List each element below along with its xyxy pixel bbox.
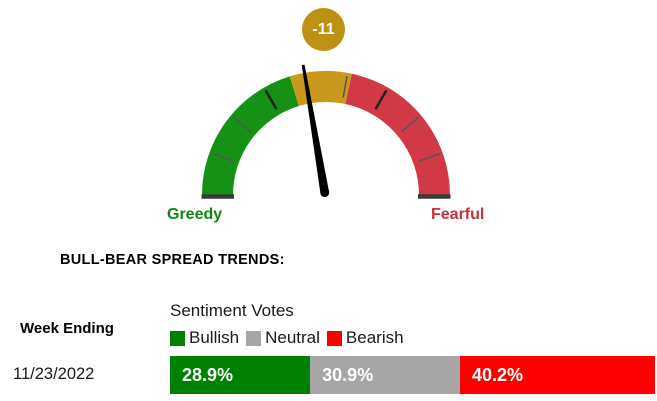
neutral-swatch-icon [246,330,262,346]
week-ending-column-header: Week Ending [20,320,114,337]
week-ending-date: 11/23/2022 [13,365,95,383]
gauge-tick [342,75,348,98]
gauge-needle-shaft [301,64,330,194]
bar-segment-neutral: 30.9% [310,356,461,394]
gauge-greedy-label: Greedy [167,206,223,223]
legend-label-bearish: Bearish [345,328,404,347]
gauge-tick-major [374,89,388,110]
legend-item-bearish: Bearish [326,328,404,347]
bar-segment-bearish: 40.2% [460,356,655,394]
gauge-tick [212,152,234,162]
gauge-tick [418,152,440,162]
gauge-needle [301,64,330,198]
bull-bear-spread-trends-heading: BULL-BEAR SPREAD TRENDS: [60,252,285,268]
gauge-fearful-label: Fearful [431,206,485,223]
bearish-percent-label: 40.2% [472,364,524,385]
gauge-arc-neutral-segment [289,71,352,107]
legend-label-bullish: Bullish [189,328,240,347]
gauge-needle-pivot [320,188,330,198]
gauge-arc-fearful-segment [344,73,450,196]
legend-item-neutral: Neutral [246,328,320,347]
gauge-value-badge: -11 [302,8,345,51]
gauge-tick [232,116,251,132]
sentiment-legend: Bullish Neutral Bearish [170,328,411,347]
sentiment-stacked-bar: 28.9% 30.9% 40.2% [170,356,655,394]
legend-item-bullish: Bullish [170,328,240,347]
gauge-arc-greedy-segment [202,76,300,196]
gauge-tick-major [264,89,278,110]
bearish-swatch-icon [326,330,342,346]
bar-segment-bullish: 28.9% [170,356,311,394]
neutral-percent-label: 30.9% [322,364,374,385]
bullish-percent-label: 28.9% [182,364,234,385]
legend-label-neutral: Neutral [265,328,320,347]
bullish-swatch-icon [170,330,185,346]
gauge-tick [401,116,420,132]
sentiment-gauge-chart [201,64,451,199]
sentiment-votes-title: Sentiment Votes [170,301,294,320]
